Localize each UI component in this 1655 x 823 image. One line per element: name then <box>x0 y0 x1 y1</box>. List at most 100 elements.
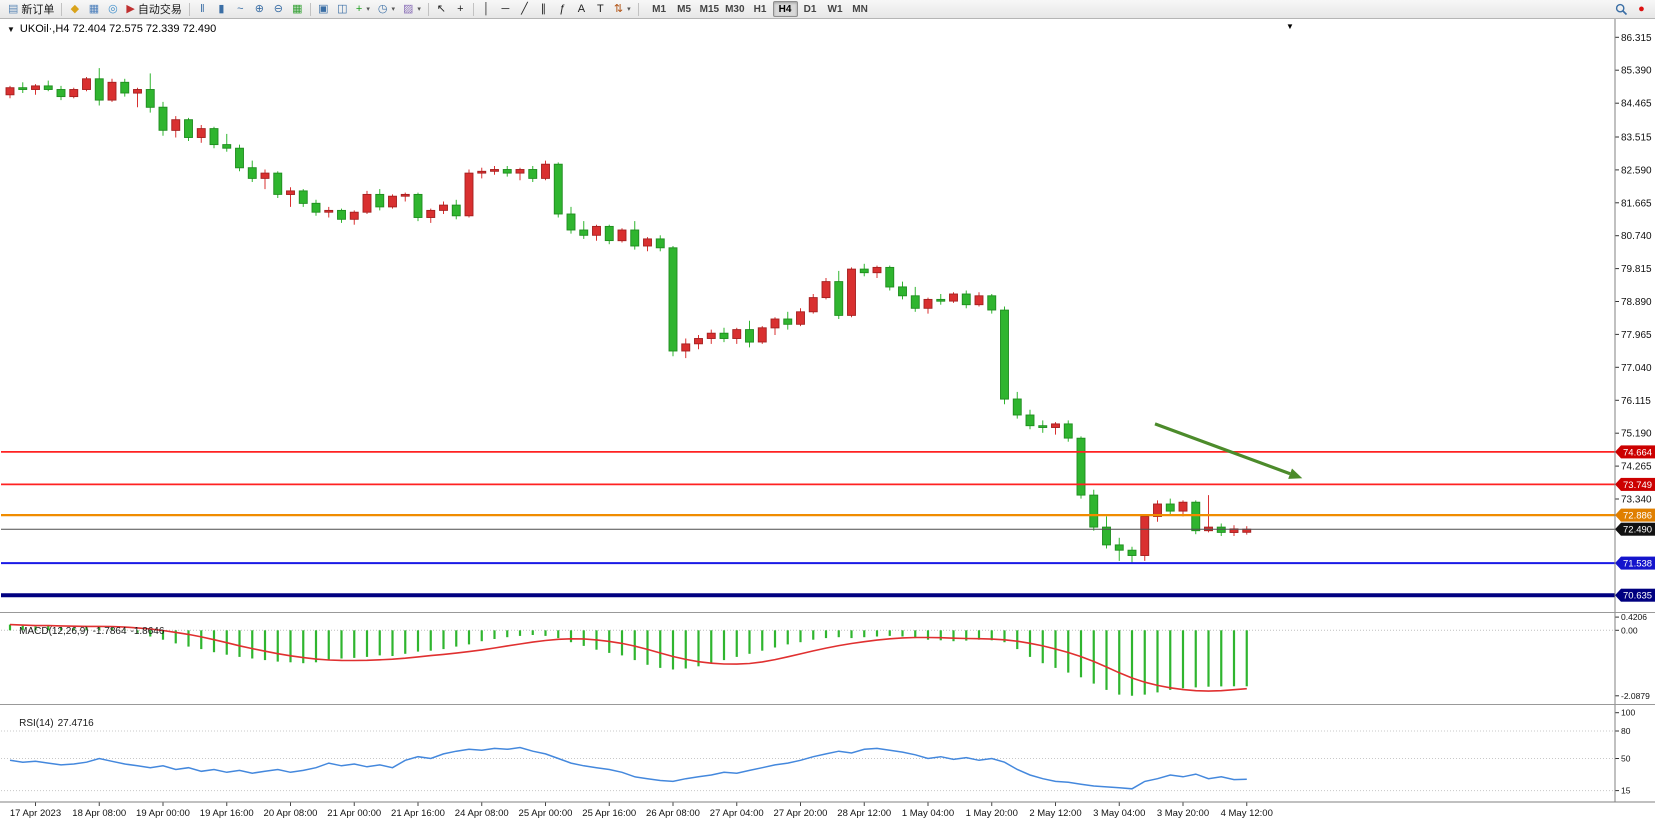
candle[interactable] <box>630 221 640 250</box>
candle[interactable] <box>260 169 270 190</box>
candle[interactable] <box>349 210 359 225</box>
candle[interactable] <box>209 126 219 149</box>
vertical-line-button[interactable]: │ <box>477 1 496 18</box>
candle[interactable] <box>286 187 295 207</box>
candle[interactable] <box>171 116 181 138</box>
candle[interactable] <box>859 263 869 277</box>
indicators-button[interactable]: + ▾ <box>352 1 374 18</box>
candle[interactable] <box>43 80 53 92</box>
candle[interactable] <box>1153 500 1162 522</box>
candle[interactable] <box>94 68 104 106</box>
candle[interactable] <box>1025 409 1035 430</box>
templates-button[interactable]: ▨ ▾ <box>399 1 425 18</box>
candle[interactable] <box>1140 514 1150 561</box>
market-watch-button[interactable]: ◆ <box>65 1 84 18</box>
candle[interactable] <box>643 237 652 252</box>
candle[interactable] <box>1242 526 1252 535</box>
candle[interactable] <box>1102 516 1111 549</box>
candle[interactable] <box>235 144 244 172</box>
candle[interactable] <box>247 160 257 182</box>
new-chart-button[interactable]: ▣ <box>314 1 333 18</box>
candle[interactable] <box>158 101 168 136</box>
candle[interactable] <box>298 189 308 207</box>
tile-windows-button[interactable]: ▦ <box>288 1 307 18</box>
candle[interactable] <box>1076 436 1086 499</box>
chart-candles-button[interactable]: ▮ <box>212 1 231 18</box>
candle[interactable] <box>1191 500 1201 535</box>
candle[interactable] <box>388 194 397 209</box>
candle[interactable] <box>987 294 997 314</box>
chart-shift-marker-icon[interactable]: ▼ <box>1286 22 1294 31</box>
fibonacci-button[interactable]: ƒ <box>553 1 572 18</box>
candle[interactable] <box>974 292 984 307</box>
candle[interactable] <box>324 206 334 218</box>
candle[interactable] <box>451 199 461 220</box>
candle[interactable] <box>1229 525 1239 536</box>
candle[interactable] <box>885 265 895 291</box>
candle[interactable] <box>783 311 793 330</box>
timeframe-m1-button[interactable]: M1 <box>647 1 672 17</box>
candle[interactable] <box>426 208 436 223</box>
candle[interactable] <box>133 87 142 108</box>
candle[interactable] <box>706 329 716 344</box>
candle[interactable] <box>375 189 385 211</box>
candle[interactable] <box>541 160 550 181</box>
candle[interactable] <box>923 297 933 314</box>
chart-canvas[interactable]: ▼0.42060.00-2.087910080501574.66473.7497… <box>0 19 1655 823</box>
autotrade-button[interactable]: ▶ 自动交易 <box>122 1 185 18</box>
candle[interactable] <box>566 206 576 234</box>
candle[interactable] <box>745 320 754 348</box>
candle[interactable] <box>515 167 525 181</box>
candle[interactable] <box>107 78 117 102</box>
candle[interactable] <box>69 87 79 99</box>
candle[interactable] <box>796 308 805 327</box>
channel-button[interactable]: ∥ <box>534 1 553 18</box>
zoom-out-button[interactable]: ⊖ <box>269 1 288 18</box>
candle[interactable] <box>1178 500 1188 517</box>
collapse-arrow-icon[interactable]: ▼ <box>7 24 15 34</box>
candle[interactable] <box>311 199 321 216</box>
candle[interactable] <box>1089 489 1099 531</box>
candle[interactable] <box>1204 495 1213 533</box>
candle[interactable] <box>808 294 818 314</box>
candle[interactable] <box>145 73 155 113</box>
candle[interactable] <box>273 171 283 198</box>
candle[interactable] <box>196 125 206 143</box>
candle[interactable] <box>18 82 28 93</box>
timeframe-mn-button[interactable]: MN <box>848 1 873 17</box>
time-axis[interactable]: 17 Apr 2023 18 Apr 08:00 19 Apr 00:00 19 Ap… <box>10 802 1273 819</box>
zoom-in-button[interactable]: ⊕ <box>250 1 269 18</box>
candle[interactable] <box>949 292 958 303</box>
candle[interactable] <box>184 117 193 141</box>
candle[interactable] <box>1165 498 1175 515</box>
candle[interactable] <box>1127 546 1137 563</box>
rsi-pane[interactable]: 100 80 50 15 <box>1 708 1635 796</box>
candle[interactable] <box>5 85 15 99</box>
candle[interactable] <box>898 281 907 300</box>
candle[interactable] <box>910 286 920 312</box>
candle[interactable] <box>834 270 844 319</box>
candle[interactable] <box>1012 391 1022 419</box>
candle[interactable] <box>222 133 232 152</box>
candle[interactable] <box>668 246 678 357</box>
trend-arrow-annotation[interactable] <box>1154 422 1304 483</box>
candle[interactable] <box>439 201 448 215</box>
candle[interactable] <box>579 221 589 239</box>
navigator-button[interactable]: ◎ <box>103 1 122 18</box>
profiles-button[interactable]: ◫ <box>333 1 352 18</box>
candle[interactable] <box>528 166 538 182</box>
cursor-button[interactable]: ↖ <box>432 1 451 18</box>
timeframe-m30-button[interactable]: M30 <box>722 1 747 17</box>
candle[interactable] <box>1051 422 1060 435</box>
candle[interactable] <box>1000 306 1009 405</box>
price-axis[interactable]: 74.664 73.749 72.886 72.490 71.538 70.635 86.3… <box>1615 33 1655 602</box>
timeframe-w1-button[interactable]: W1 <box>823 1 848 17</box>
candle[interactable] <box>732 327 742 344</box>
periods-button[interactable]: ◷ ▾ <box>374 1 399 18</box>
chart-line-button[interactable]: ~ <box>231 1 250 18</box>
candle[interactable] <box>821 278 831 300</box>
candle[interactable] <box>655 235 665 252</box>
search-button[interactable] <box>1611 1 1632 18</box>
candle[interactable] <box>1063 420 1073 442</box>
text-label-button[interactable]: T <box>591 1 610 18</box>
